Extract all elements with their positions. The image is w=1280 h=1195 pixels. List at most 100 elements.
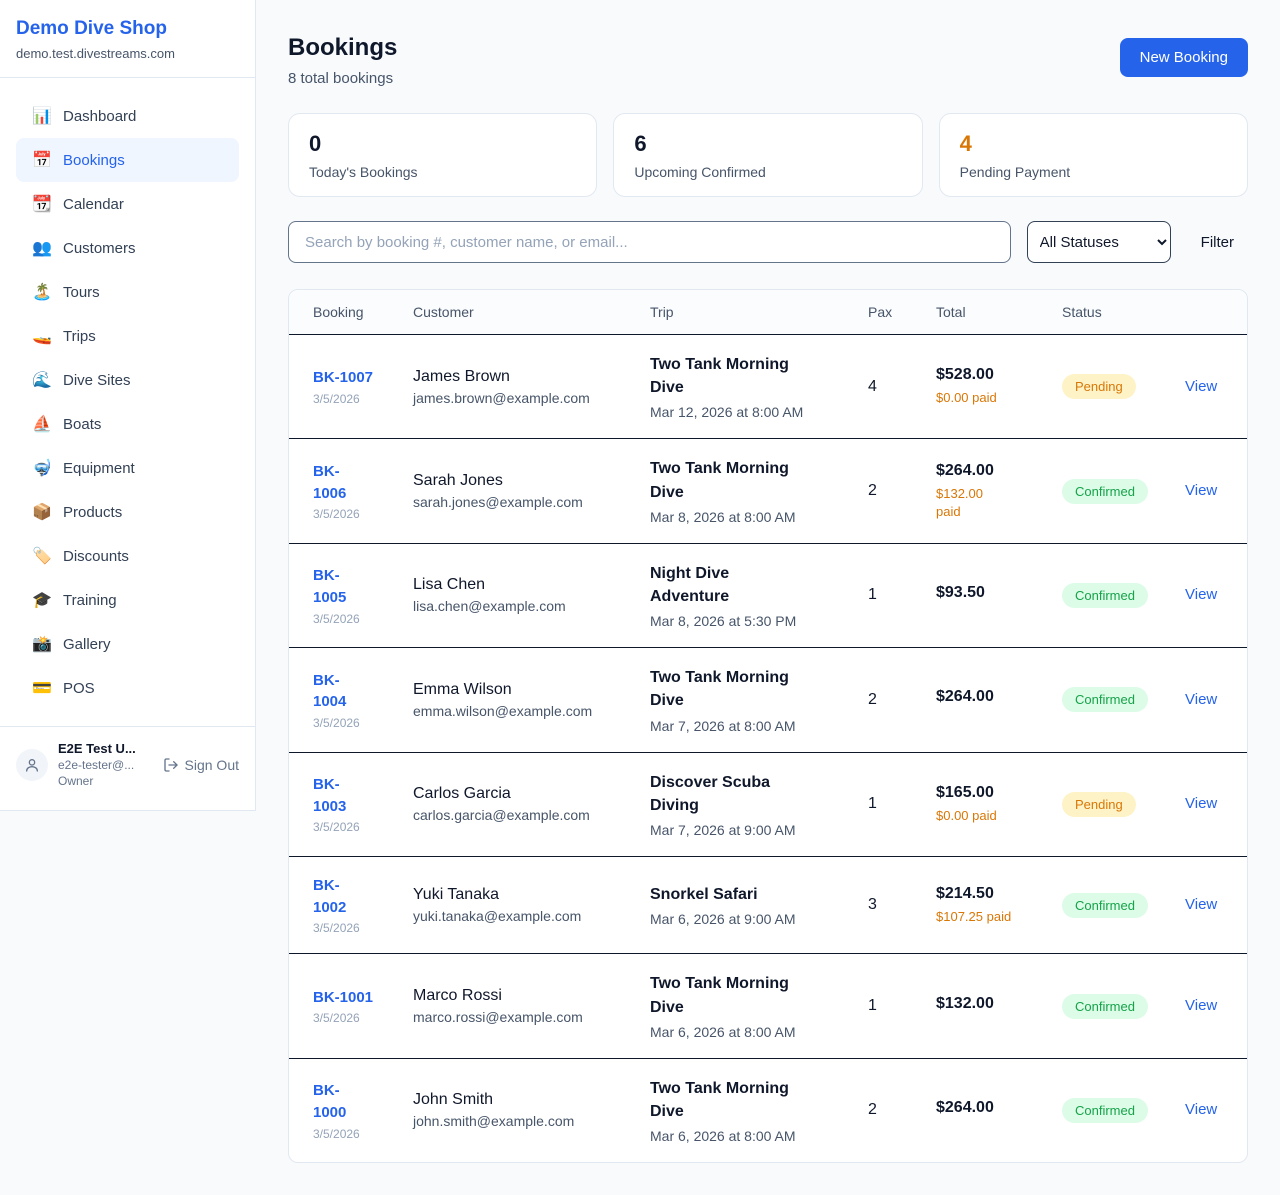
- booking-id-link[interactable]: BK- 1004: [313, 671, 347, 711]
- view-link[interactable]: View: [1185, 896, 1218, 914]
- sidebar-item-label: Boats: [63, 415, 102, 433]
- view-link[interactable]: View: [1185, 1101, 1218, 1119]
- pax-count: 1: [856, 752, 924, 857]
- sign-out-label: Sign Out: [184, 756, 239, 773]
- sidebar-item-trips[interactable]: 🚤 Trips: [16, 314, 239, 358]
- customer-email: marco.rossi@example.com: [413, 1009, 583, 1026]
- view-link[interactable]: View: [1185, 586, 1218, 604]
- filter-row: All Statuses Filter: [288, 221, 1248, 263]
- sidebar: Demo Dive Shop demo.test.divestreams.com…: [0, 0, 256, 811]
- column-header-customer: Customer: [401, 290, 638, 335]
- booking-id-link[interactable]: BK- 1005: [313, 567, 347, 606]
- sidebar-item-equipment[interactable]: 🤿 Equipment: [16, 446, 239, 490]
- total-amount: $93.50: [936, 583, 985, 601]
- camera-icon: 📸: [32, 636, 52, 653]
- people-icon: 👥: [32, 240, 52, 257]
- sidebar-item-label: Equipment: [63, 459, 135, 477]
- pax-count: 4: [856, 334, 924, 440]
- avatar: [16, 748, 48, 781]
- table-header: Booking Customer Trip Pax Total Status: [289, 290, 1247, 335]
- booking-id-link[interactable]: BK- 1000: [313, 1082, 347, 1121]
- stat-value: 0: [309, 131, 322, 156]
- pax-count: 1: [856, 953, 924, 1059]
- new-booking-button[interactable]: New Booking: [1119, 38, 1248, 77]
- status-badge: Pending: [1062, 791, 1136, 817]
- booking-id-link[interactable]: BK- 1002: [313, 876, 347, 916]
- sidebar-item-customers[interactable]: 👥 Customers: [16, 226, 239, 270]
- user-role: Owner: [58, 774, 94, 788]
- total-amount: $264.00: [936, 688, 994, 706]
- sidebar-item-label: Gallery: [63, 635, 111, 653]
- customer-name: Lisa Chen: [413, 576, 486, 594]
- sidebar-footer: E2E Test U... e2e-tester@... Owner Sign …: [0, 726, 255, 802]
- sidebar-item-training[interactable]: 🎓 Training: [16, 578, 239, 622]
- trip-name: Snorkel Safari: [650, 886, 758, 904]
- customer-email: emma.wilson@example.com: [413, 702, 593, 719]
- trip-name: Two Tank Morning Dive: [650, 460, 789, 501]
- status-select[interactable]: All Statuses: [1026, 221, 1171, 263]
- total-amount: $264.00: [936, 462, 994, 480]
- customer-email: john.smith@example.com: [413, 1113, 575, 1130]
- sidebar-item-discounts[interactable]: 🏷️ Discounts: [16, 534, 239, 578]
- sidebar-item-dive-sites[interactable]: 🌊 Dive Sites: [16, 358, 239, 402]
- sidebar-item-label: Dashboard: [63, 107, 137, 125]
- sidebar-nav: 📊 Dashboard 📅 Bookings 📆 Calendar 👥 Customers 🏝️…: [0, 78, 255, 722]
- paid-amount: $0.00 paid: [936, 390, 997, 406]
- column-header-trip: Trip: [638, 290, 856, 335]
- customer-email: james.brown@example.com: [413, 389, 590, 406]
- status-badge: Confirmed: [1062, 892, 1148, 918]
- trip-time: Mar 12, 2026 at 8:00 AM: [650, 404, 804, 421]
- booking-date: 3/5/2026: [313, 820, 360, 835]
- sign-out-button[interactable]: Sign Out: [163, 757, 239, 773]
- booking-id-link[interactable]: BK-1007: [313, 369, 374, 387]
- page-subtitle: 8 total bookings: [288, 70, 394, 87]
- view-link[interactable]: View: [1185, 795, 1218, 813]
- sidebar-item-tours[interactable]: 🏝️ Tours: [16, 270, 239, 314]
- column-header-pax: Pax: [856, 290, 924, 335]
- trip-time: Mar 7, 2026 at 9:00 AM: [650, 821, 796, 838]
- booking-date: 3/5/2026: [313, 611, 360, 626]
- view-link[interactable]: View: [1185, 377, 1218, 395]
- tag-icon: 🏷️: [32, 548, 52, 565]
- stat-label: Today's Bookings: [309, 164, 418, 180]
- stat-value: 4: [959, 131, 972, 156]
- customer-name: Yuki Tanaka: [413, 886, 499, 904]
- filter-button[interactable]: Filter: [1187, 234, 1248, 251]
- customer-name: Emma Wilson: [413, 680, 512, 698]
- stat-card-pending-payment: 4 Pending Payment: [938, 113, 1248, 197]
- trip-time: Mar 6, 2026 at 9:00 AM: [650, 911, 796, 928]
- view-link[interactable]: View: [1185, 482, 1218, 500]
- stat-card-upcoming-confirmed: 6 Upcoming Confirmed: [613, 113, 923, 197]
- trip-time: Mar 6, 2026 at 8:00 AM: [650, 1128, 796, 1145]
- customer-name: Carlos Garcia: [413, 785, 511, 803]
- booking-id-link[interactable]: BK- 1006: [313, 462, 347, 502]
- booking-date: 3/5/2026: [313, 1011, 360, 1026]
- sidebar-item-boats[interactable]: ⛵ Boats: [16, 402, 239, 446]
- pax-count: 1: [856, 543, 924, 649]
- search-input[interactable]: [288, 221, 1011, 263]
- sidebar-item-gallery[interactable]: 📸 Gallery: [16, 622, 239, 666]
- logout-icon: [163, 757, 178, 772]
- sidebar-item-calendar[interactable]: 📆 Calendar: [16, 182, 239, 226]
- sidebar-item-label: Products: [63, 503, 123, 521]
- sidebar-item-bookings[interactable]: 📅 Bookings: [16, 138, 239, 182]
- view-link[interactable]: View: [1185, 690, 1218, 708]
- customer-email: carlos.garcia@example.com: [413, 807, 590, 824]
- sidebar-item-label: Training: [63, 591, 117, 609]
- shop-domain: demo.test.divestreams.com: [16, 46, 175, 61]
- sidebar-item-products[interactable]: 📦 Products: [16, 490, 239, 534]
- sidebar-item-pos[interactable]: 💳 POS: [16, 666, 239, 710]
- status-badge: Confirmed: [1062, 582, 1148, 608]
- customer-name: John Smith: [413, 1091, 494, 1109]
- sidebar-item-label: POS: [63, 679, 95, 697]
- sidebar-item-dashboard[interactable]: 📊 Dashboard: [16, 94, 239, 138]
- booking-id-link[interactable]: BK-1001: [313, 988, 374, 1006]
- trip-name: Two Tank Morning Dive: [650, 669, 789, 710]
- booking-id-link[interactable]: BK- 1003: [313, 775, 347, 815]
- customer-email: sarah.jones@example.com: [413, 494, 583, 511]
- customer-email: lisa.chen@example.com: [413, 598, 566, 615]
- view-link[interactable]: View: [1185, 997, 1218, 1015]
- trip-name: Discover Scuba Diving: [650, 773, 771, 814]
- total-amount: $214.50: [936, 884, 994, 902]
- user-block: E2E Test U... e2e-tester@... Owner: [58, 741, 153, 788]
